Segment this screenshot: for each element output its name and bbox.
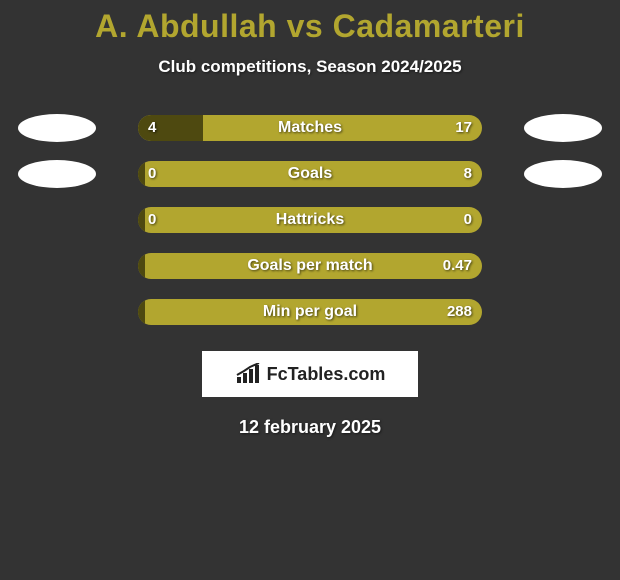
stat-row: Min per goal288 bbox=[0, 291, 620, 337]
player-badge-right bbox=[524, 114, 602, 142]
stat-label: Goals per match bbox=[138, 253, 482, 279]
stat-row: Goals per match0.47 bbox=[0, 245, 620, 291]
logo-box: FcTables.com bbox=[202, 351, 418, 397]
stat-value-right: 0.47 bbox=[443, 253, 472, 279]
bar-chart-icon bbox=[235, 363, 261, 385]
stat-bar: 0Goals8 bbox=[138, 161, 482, 187]
stat-bar: 0Hattricks0 bbox=[138, 207, 482, 233]
stat-label: Goals bbox=[138, 161, 482, 187]
stat-value-right: 17 bbox=[455, 115, 472, 141]
stat-label: Min per goal bbox=[138, 299, 482, 325]
player-badge-left bbox=[18, 160, 96, 188]
stat-label: Matches bbox=[138, 115, 482, 141]
infographic-container: A. Abdullah vs Cadamarteri Club competit… bbox=[0, 0, 620, 580]
stat-value-right: 288 bbox=[447, 299, 472, 325]
stat-bar: 4Matches17 bbox=[138, 115, 482, 141]
stat-value-right: 0 bbox=[464, 207, 472, 233]
stat-row: 0Hattricks0 bbox=[0, 199, 620, 245]
stat-row: 0Goals8 bbox=[0, 153, 620, 199]
stat-row: 4Matches17 bbox=[0, 107, 620, 153]
page-title: A. Abdullah vs Cadamarteri bbox=[0, 0, 620, 45]
stat-value-right: 8 bbox=[464, 161, 472, 187]
stat-label: Hattricks bbox=[138, 207, 482, 233]
logo-text: FcTables.com bbox=[267, 364, 386, 385]
stat-rows: 4Matches170Goals80Hattricks0Goals per ma… bbox=[0, 107, 620, 337]
subtitle: Club competitions, Season 2024/2025 bbox=[0, 57, 620, 77]
player-badge-left bbox=[18, 114, 96, 142]
date-text: 12 february 2025 bbox=[0, 417, 620, 438]
stat-bar: Min per goal288 bbox=[138, 299, 482, 325]
player-badge-right bbox=[524, 160, 602, 188]
stat-bar: Goals per match0.47 bbox=[138, 253, 482, 279]
